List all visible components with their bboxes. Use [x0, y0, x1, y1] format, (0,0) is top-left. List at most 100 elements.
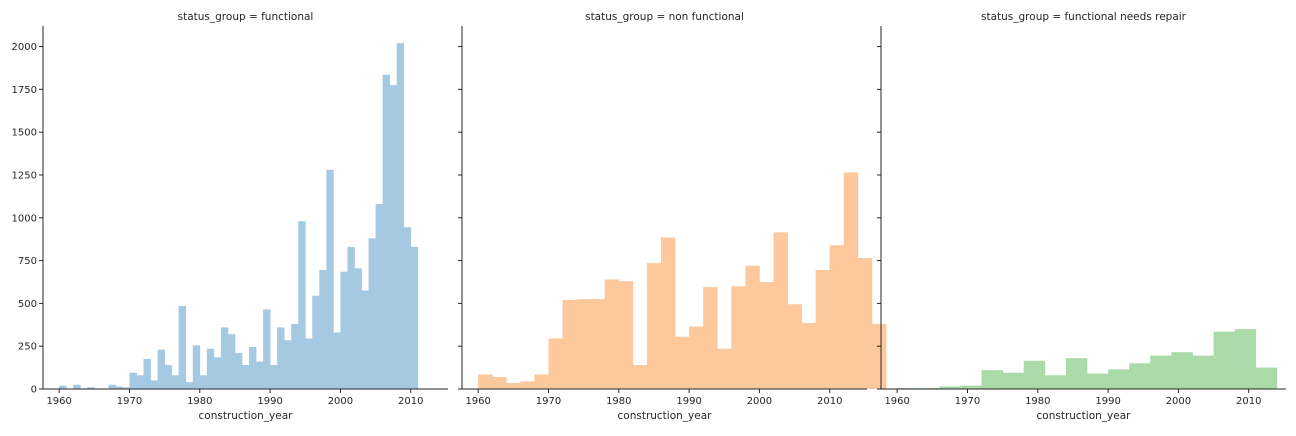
histogram-bar: [815, 270, 831, 389]
histogram-bar: [375, 204, 383, 389]
histogram-bar: [660, 237, 676, 389]
histogram-bar: [171, 375, 180, 389]
histogram-bar: [234, 353, 243, 389]
histogram-bar: [241, 365, 250, 389]
histogram-bar: [396, 43, 405, 390]
histogram-bar: [305, 338, 313, 389]
histogram-bar: [1044, 375, 1067, 389]
histogram-bar: [703, 287, 718, 389]
facet-title: status_group = functional needs repair: [981, 11, 1187, 23]
histogram-bar: [382, 74, 390, 390]
histogram-bar: [312, 295, 320, 389]
histogram-bar: [115, 386, 123, 389]
histogram-bar: [590, 299, 606, 389]
histogram-bar: [843, 172, 859, 389]
x-axis-label: construction_year: [618, 410, 713, 422]
histogram-bar: [534, 374, 549, 389]
histogram-bar: [1087, 373, 1109, 389]
y-tick-label: 1750: [12, 85, 37, 96]
y-tick-label: 500: [18, 299, 37, 310]
x-tick-label: 1990: [257, 396, 282, 407]
histogram-bar: [1213, 331, 1236, 389]
y-tick-label: 0: [31, 385, 37, 396]
histogram-bar: [1234, 329, 1257, 389]
histogram-bar: [108, 384, 116, 389]
histogram-bar: [1171, 352, 1193, 389]
histogram-bar: [1108, 369, 1130, 389]
x-tick-label: 2000: [747, 396, 772, 407]
x-tick-label: 2010: [398, 396, 423, 407]
histogram-bar: [199, 375, 208, 389]
histogram-bar: [1002, 372, 1025, 389]
histogram-bar: [333, 332, 341, 389]
histogram-bar: [829, 245, 845, 389]
histogram-bar: [270, 365, 278, 389]
histogram-bar: [576, 299, 592, 389]
histogram-bar: [157, 349, 165, 389]
histogram-bar: [59, 385, 67, 389]
histogram-bar: [291, 323, 299, 389]
x-tick-label: 2000: [328, 396, 353, 407]
histogram-bar: [347, 246, 355, 389]
x-tick-label: 1970: [536, 396, 561, 407]
histogram-bar: [604, 279, 620, 389]
histogram-bar: [1255, 367, 1278, 389]
histogram-bar: [745, 265, 760, 389]
histogram-bar: [1065, 358, 1088, 389]
histogram-bar: [410, 246, 419, 389]
histogram-bar: [284, 340, 292, 389]
histogram-bar: [319, 270, 327, 389]
facet-title: status_group = non functional: [585, 11, 744, 23]
histogram-bar: [220, 327, 229, 389]
histogram-bar: [368, 238, 376, 389]
x-axis-label: construction_year: [1037, 410, 1132, 422]
x-tick-label: 1960: [46, 396, 71, 407]
histogram-bar: [389, 85, 398, 389]
y-tick-label: 750: [18, 256, 37, 267]
histogram-bar: [263, 309, 271, 389]
x-tick-label: 1960: [465, 396, 490, 407]
histogram-bar: [122, 387, 130, 389]
histogram-bar: [192, 345, 201, 389]
histogram-bar: [340, 271, 348, 389]
y-tick-label: 250: [18, 342, 37, 353]
histogram-bar: [136, 375, 144, 389]
histogram-bar: [675, 336, 690, 389]
histogram-bar: [403, 227, 412, 389]
histogram-bar: [256, 361, 264, 389]
histogram-bar: [548, 338, 563, 389]
x-tick-label: 1960: [884, 396, 909, 407]
histogram-bar: [773, 232, 788, 389]
histogram-bar: [143, 359, 151, 389]
histogram-bar: [277, 327, 285, 389]
histogram-bar: [562, 299, 577, 389]
histogram-bar: [871, 323, 887, 389]
histogram-bar: [478, 374, 493, 389]
x-axis-label: construction_year: [199, 410, 294, 422]
y-tick-label: 1000: [12, 213, 37, 224]
histogram-bar: [361, 290, 369, 389]
histogram-bar: [354, 268, 362, 389]
histogram-bar: [506, 383, 521, 389]
histogram-bar: [759, 281, 774, 389]
histogram-bar: [73, 384, 81, 389]
histogram-bar: [731, 286, 746, 389]
facet-title: status_group = functional: [178, 11, 314, 23]
histogram-bar: [646, 263, 662, 389]
y-tick-label: 1250: [12, 170, 37, 181]
histogram-bar: [326, 169, 334, 389]
x-tick-label: 2010: [817, 396, 842, 407]
x-tick-label: 1970: [955, 396, 980, 407]
x-tick-label: 1980: [1025, 396, 1050, 407]
histogram-bar: [960, 385, 982, 389]
x-tick-label: 1970: [117, 396, 142, 407]
histogram-bar: [618, 281, 634, 389]
histogram-bar: [129, 372, 137, 389]
histogram-bar: [164, 365, 173, 389]
histogram-bar: [801, 323, 817, 389]
histogram-bar: [492, 377, 507, 389]
histogram-bar: [298, 221, 306, 389]
x-tick-label: 2010: [1236, 396, 1261, 407]
histogram-bar: [206, 348, 215, 389]
